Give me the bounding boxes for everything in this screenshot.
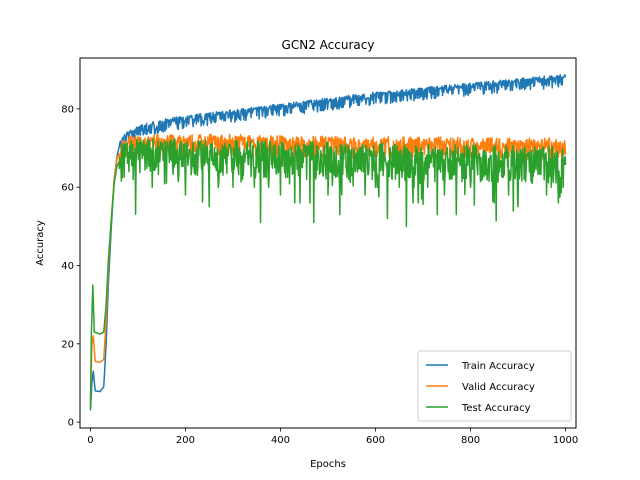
x-tick-label: 200 [176, 435, 195, 446]
x-tick-label: 1000 [553, 435, 578, 446]
series-layer [89, 74, 567, 411]
x-tick-label: 600 [366, 435, 385, 446]
x-tick-label: 400 [271, 435, 290, 446]
y-tick-label: 60 [61, 183, 74, 194]
y-tick-label: 0 [68, 418, 74, 429]
y-ticks: 0 20 40 60 80 [61, 104, 80, 429]
legend-label: Valid Accuracy [462, 382, 535, 393]
x-tick-label: 0 [87, 435, 93, 446]
legend-label: Train Accuracy [461, 361, 535, 372]
y-tick-label: 80 [61, 104, 74, 115]
chart-title: GCN2 Accuracy [282, 38, 375, 52]
y-axis-label: Accuracy [35, 220, 46, 266]
x-tick-label: 800 [461, 435, 480, 446]
axes-frame [79, 57, 577, 429]
y-tick-label: 40 [61, 261, 74, 272]
legend: Train Accuracy Valid Accuracy Test Accurac… [417, 350, 572, 422]
legend-box [417, 350, 572, 422]
y-tick-label: 20 [61, 339, 74, 350]
x-ticks: 0 200 400 600 800 1000 [87, 428, 578, 446]
legend-label: Test Accuracy [461, 403, 531, 414]
series-line-1 [89, 74, 567, 411]
x-axis-label: Epochs [310, 459, 346, 470]
series-line-3 [89, 138, 567, 409]
